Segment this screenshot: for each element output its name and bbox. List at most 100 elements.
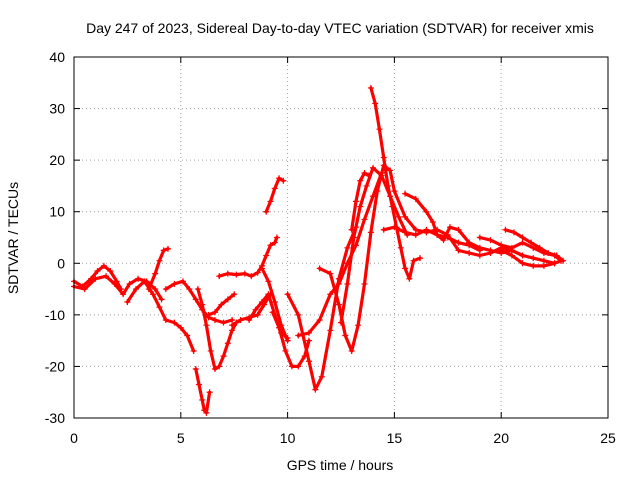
- data-point: [211, 366, 218, 373]
- data-point: [365, 172, 372, 179]
- data-point: [216, 273, 223, 280]
- series-trace: [164, 279, 234, 325]
- data-point: [305, 329, 312, 336]
- data-point: [162, 317, 169, 324]
- data-point: [487, 249, 494, 256]
- data-point: [528, 239, 535, 246]
- data-point: [206, 389, 213, 396]
- data-point: [476, 252, 483, 259]
- data-point: [327, 327, 334, 334]
- data-point: [423, 229, 430, 236]
- data-point: [553, 252, 560, 259]
- y-axis-label: SDTVAR / TECUs: [5, 182, 21, 294]
- x-tick-label: 10: [280, 430, 296, 446]
- data-point: [171, 319, 178, 326]
- data-point: [132, 286, 139, 293]
- y-tick-label: 0: [57, 255, 65, 271]
- data-point: [508, 252, 515, 259]
- series-trace: [369, 86, 422, 281]
- data-point: [207, 347, 214, 354]
- data-point: [224, 296, 231, 303]
- data-point: [184, 332, 191, 339]
- data-point: [160, 247, 167, 254]
- data-point: [530, 262, 537, 269]
- data-point: [316, 265, 323, 272]
- data-point: [203, 322, 210, 329]
- series-trace: [403, 192, 563, 265]
- data-point: [258, 298, 265, 305]
- data-point: [229, 317, 236, 324]
- data-point: [103, 273, 110, 280]
- series-arc-26: [498, 247, 558, 269]
- data-point: [335, 301, 342, 308]
- data-point: [192, 366, 199, 373]
- data-point: [498, 247, 505, 254]
- data-point: [389, 203, 396, 210]
- data-point: [357, 203, 364, 210]
- data-point: [391, 224, 398, 231]
- data-point: [350, 234, 357, 241]
- data-point: [402, 265, 409, 272]
- data-point: [220, 319, 227, 326]
- data-point: [357, 177, 364, 184]
- data-point: [361, 280, 368, 287]
- data-point: [327, 291, 334, 298]
- y-tick-label: 20: [49, 152, 65, 168]
- data-point: [220, 353, 227, 360]
- data-point: [536, 244, 543, 251]
- data-point: [391, 188, 398, 195]
- series-arc-8: [205, 291, 238, 318]
- data-point: [150, 291, 157, 298]
- data-point: [156, 257, 163, 264]
- data-point: [305, 358, 312, 365]
- data-point: [252, 306, 259, 313]
- series-arc-19: [348, 170, 372, 233]
- chart-title: Day 247 of 2023, Sidereal Day-to-day VTE…: [86, 20, 594, 36]
- data-point: [190, 347, 197, 354]
- series-trace: [296, 171, 384, 338]
- data-point: [376, 126, 383, 133]
- data-point: [519, 260, 526, 267]
- data-point: [370, 164, 377, 171]
- data-point: [258, 265, 265, 272]
- data-point: [434, 226, 441, 233]
- data-point: [327, 270, 334, 277]
- x-tick-label: 20: [493, 430, 509, 446]
- data-point: [498, 242, 505, 249]
- data-point: [429, 219, 436, 226]
- data-point: [126, 280, 133, 287]
- data-point: [455, 239, 462, 246]
- data-point: [271, 185, 278, 192]
- data-point: [254, 269, 261, 276]
- data-point: [124, 298, 131, 305]
- data-point: [402, 229, 409, 236]
- data-point: [152, 286, 159, 293]
- data-point: [406, 275, 413, 282]
- series-arc-3: [124, 278, 197, 354]
- data-point: [194, 286, 201, 293]
- data-point: [164, 245, 171, 252]
- data-point: [316, 317, 323, 324]
- data-point: [380, 226, 387, 233]
- data-point: [295, 311, 302, 318]
- data-point: [94, 268, 101, 275]
- data-point: [218, 301, 225, 308]
- data-point: [195, 381, 202, 388]
- data-point: [367, 229, 374, 236]
- x-axis-label: GPS time / hours: [287, 457, 394, 473]
- y-tick-label: 40: [49, 49, 65, 65]
- data-point: [229, 322, 236, 329]
- data-point: [216, 363, 223, 370]
- data-point: [205, 311, 212, 318]
- data-point: [263, 208, 270, 215]
- data-point: [224, 340, 231, 347]
- data-point: [338, 319, 344, 326]
- data-point: [288, 363, 295, 370]
- data-point: [186, 286, 193, 293]
- data-point: [545, 249, 552, 256]
- data-point: [229, 327, 236, 334]
- data-point: [199, 301, 206, 308]
- series-trace: [264, 176, 285, 214]
- data-point: [384, 182, 391, 189]
- data-point: [269, 309, 276, 316]
